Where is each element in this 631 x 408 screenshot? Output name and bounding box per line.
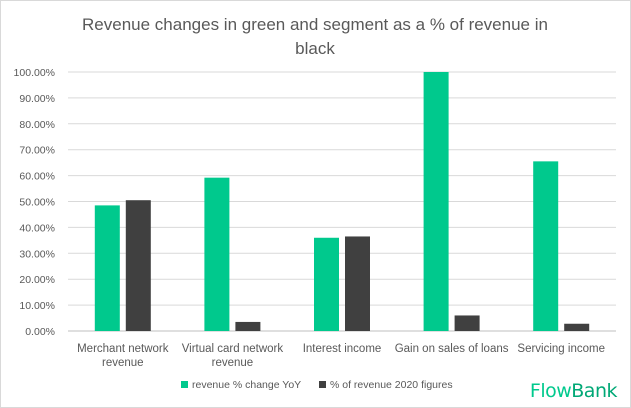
legend-label-2: % of revenue 2020 figures xyxy=(330,379,453,391)
legend-swatch-1 xyxy=(181,381,188,388)
chart-title-line-2: black xyxy=(295,39,335,58)
x-tick-label-5: Servicing income xyxy=(517,343,605,355)
chart-title-line-1: Revenue changes in green and segment as … xyxy=(82,15,548,34)
logo-part-flow: Flow xyxy=(529,380,572,402)
y-tick-label-7: 70.00% xyxy=(19,145,55,157)
y-tick-label-0: 0.00% xyxy=(25,326,55,338)
bar-revenue-change-2 xyxy=(204,177,230,331)
y-tick-label-8: 80.00% xyxy=(19,119,55,131)
x-tick-label-3: Interest income xyxy=(303,343,382,355)
y-tick-label-1: 10.00% xyxy=(19,300,55,312)
bar-revenue-share-3 xyxy=(345,236,370,331)
y-tick-label-6: 60.00% xyxy=(19,171,55,183)
legend-swatch-2 xyxy=(319,381,326,388)
bar-revenue-change-1 xyxy=(94,205,120,331)
y-tick-label-9: 90.00% xyxy=(19,93,55,105)
x-tick-label-1-line-2: revenue xyxy=(102,357,144,369)
bar-revenue-share-5 xyxy=(564,323,590,331)
bar-revenue-change-3 xyxy=(314,237,339,331)
x-tick-label-4: Gain on sales of loans xyxy=(395,343,509,355)
legend-label-1: revenue % change YoY xyxy=(192,379,301,391)
x-tick-label-2: Virtual card network xyxy=(182,343,284,355)
bar-revenue-share-1 xyxy=(125,200,151,331)
y-tick-label-4: 40.00% xyxy=(19,222,55,234)
y-tick-label-3: 30.00% xyxy=(19,248,55,260)
bar-revenue-change-4 xyxy=(423,72,449,331)
x-tick-label-2-line-2: revenue xyxy=(212,357,254,369)
x-tick-label-1: Merchant network xyxy=(77,343,169,355)
y-tick-label-2: 20.00% xyxy=(19,274,55,286)
bar-revenue-share-4 xyxy=(454,315,480,331)
y-tick-label-10: 100.00% xyxy=(14,67,55,79)
bar-revenue-share-2 xyxy=(235,321,261,331)
logo-part-bank: Bank xyxy=(571,380,617,402)
y-tick-label-5: 50.00% xyxy=(19,197,55,209)
bar-revenue-change-5 xyxy=(533,161,559,331)
flowbank-logo: FlowBank xyxy=(529,380,618,402)
